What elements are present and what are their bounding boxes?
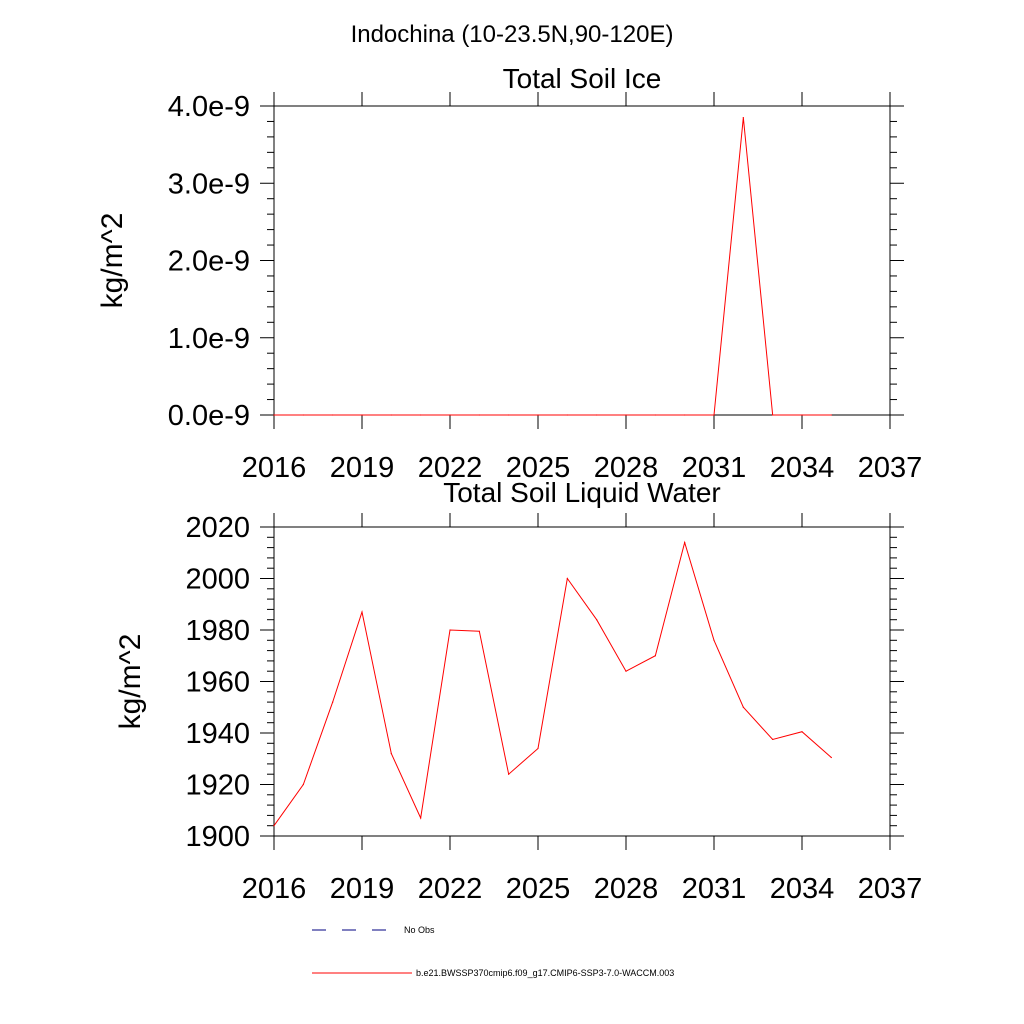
x-tick-label: 2022: [418, 452, 483, 484]
series-point: [537, 414, 539, 416]
x-tick-label: 2019: [330, 452, 395, 484]
series-point: [508, 773, 510, 775]
panel-total-soil-ice: Total Soil Ice kg/m^2 2016 2019 2022 2025 2028…: [96, 63, 922, 484]
y-tick-label: 4.0e-9: [168, 91, 250, 123]
series-point: [302, 783, 304, 786]
series-point: [772, 738, 774, 741]
series-point: [625, 670, 627, 672]
series-point: [713, 414, 715, 416]
series-point: [302, 414, 304, 416]
x-tick-label: 2034: [770, 873, 835, 905]
x-tick-label: 2022: [418, 873, 483, 905]
series-point: [332, 414, 334, 416]
legend-model-label: b.e21.BWSSP370cmip6.f09_g17.CMIP6-SSP3-7…: [416, 968, 674, 978]
series-point: [566, 577, 568, 580]
series-point: [742, 116, 744, 119]
series-point: [625, 414, 627, 416]
series-point: [508, 414, 510, 416]
y-axis-label: kg/m^2: [96, 213, 129, 309]
y-tick-label: 1920: [185, 770, 250, 802]
series-point: [449, 629, 451, 631]
y-tick-label: 1900: [185, 821, 250, 853]
series-point: [713, 639, 715, 641]
panel-title: Total Soil Ice: [503, 63, 662, 94]
series-point: [478, 630, 480, 632]
series-point: [537, 747, 539, 750]
y-tick-label: 2000: [185, 564, 250, 596]
x-tick-label: 2019: [330, 873, 395, 905]
series-point: [801, 414, 803, 416]
series-line-model: [273, 540, 832, 826]
legend-obs-label: No Obs: [404, 925, 435, 935]
y-tick-label: 2020: [185, 512, 250, 544]
x-tick-label: 2028: [594, 452, 659, 484]
series-point: [801, 731, 803, 733]
series-point: [566, 414, 568, 416]
x-tick-label: 2025: [506, 452, 571, 484]
series-point: [390, 753, 392, 755]
series-point: [361, 414, 363, 416]
y-tick-label: 0.0e-9: [168, 400, 250, 432]
x-tick-label: 2037: [858, 452, 923, 484]
x-tick-label: 2031: [682, 452, 747, 484]
series-point: [361, 611, 363, 613]
series-point: [273, 414, 275, 416]
series-point: [830, 414, 832, 416]
y-axis-label: kg/m^2: [114, 634, 147, 730]
panel-title: Total Soil Liquid Water: [443, 477, 721, 508]
plot-frame: [273, 105, 891, 416]
series-point: [596, 619, 598, 621]
series-point: [654, 414, 656, 416]
panel-total-soil-liquid-water: Total Soil Liquid Water kg/m^2 2016 2019 202…: [114, 477, 922, 905]
series-point: [420, 817, 422, 819]
legend: No Obs b.e21.BWSSP370cmip6.f09_g17.CMIP6…: [312, 925, 674, 978]
y-tick-label: 1940: [185, 718, 250, 750]
x-tick-label: 2016: [242, 873, 307, 905]
y-tick-label: 3.0e-9: [168, 168, 250, 200]
series-point: [654, 655, 656, 657]
x-tick-label: 2025: [506, 873, 571, 905]
series-point: [332, 701, 334, 703]
y-tick-label: 1.0e-9: [168, 323, 250, 355]
series-point: [742, 706, 744, 708]
y-tick-label: 1980: [185, 615, 250, 647]
series-point: [478, 414, 480, 416]
series-point: [772, 414, 774, 416]
y-tick-label: 2.0e-9: [168, 246, 250, 278]
series-point: [684, 414, 686, 416]
series-point: [273, 825, 275, 827]
series-point: [449, 414, 451, 416]
x-tick-label: 2037: [858, 873, 923, 905]
series-point: [390, 414, 392, 416]
x-tick-label: 2028: [594, 873, 659, 905]
series-point: [596, 414, 598, 416]
x-tick-label: 2016: [242, 452, 307, 484]
x-tick-label: 2034: [770, 452, 835, 484]
x-tick-label: 2031: [682, 873, 747, 905]
series-point: [420, 414, 422, 416]
figure-title: Indochina (10-23.5N,90-120E): [351, 21, 674, 48]
series-line-model: [274, 117, 832, 416]
series-point: [684, 541, 686, 544]
series-point: [830, 756, 832, 759]
plot-frame: [273, 526, 891, 837]
y-tick-label: 1960: [185, 667, 250, 699]
